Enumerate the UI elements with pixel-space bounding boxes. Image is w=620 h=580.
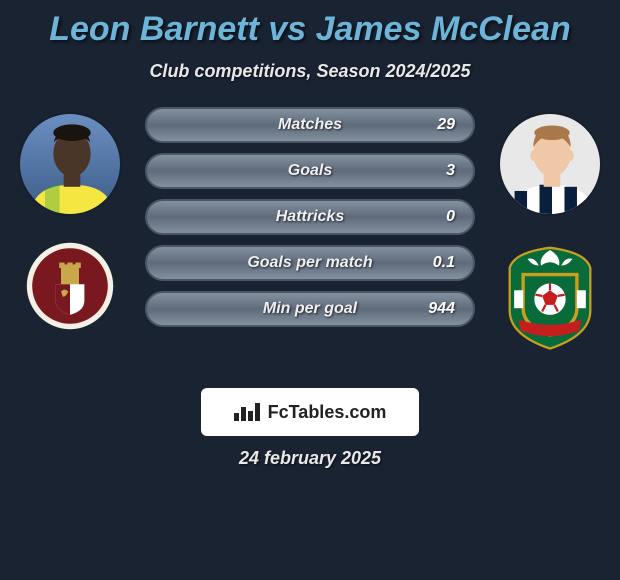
footer: FcTables.com 24 february 2025 (0, 388, 620, 469)
stat-row-matches: Matches 29 (145, 107, 475, 143)
stat-right-value: 0.1 (421, 254, 455, 272)
stat-row-goals-per-match: Goals per match 0.1 (145, 245, 475, 281)
stat-row-hattricks: Hattricks 0 (145, 199, 475, 235)
left-club-crest (25, 241, 115, 331)
fctables-logo: FcTables.com (201, 388, 419, 436)
stat-label: Min per goal (199, 300, 421, 318)
bar-chart-icon (234, 403, 260, 421)
page-subtitle: Club competitions, Season 2024/2025 (0, 61, 620, 82)
fctables-logo-text: FcTables.com (268, 402, 387, 423)
stats-column: Matches 29 Goals 3 Hattricks 0 Goals per… (130, 107, 490, 327)
right-player-avatar (498, 112, 602, 216)
stat-label: Matches (199, 116, 421, 134)
stat-right-value: 3 (421, 162, 455, 180)
stat-row-goals: Goals 3 (145, 153, 475, 189)
left-player-column (10, 107, 130, 331)
stat-right-value: 944 (421, 300, 455, 318)
stat-label: Hattricks (199, 208, 421, 226)
comparison-row: Matches 29 Goals 3 Hattricks 0 Goals per… (0, 107, 620, 353)
comparison-infographic: Leon Barnett vs James McClean Club compe… (0, 0, 620, 469)
stat-row-min-per-goal: Min per goal 944 (145, 291, 475, 327)
stat-label: Goals (199, 162, 421, 180)
stat-label: Goals per match (199, 254, 421, 272)
right-player-column (490, 107, 610, 353)
left-player-avatar (18, 112, 122, 216)
footer-date: 24 february 2025 (239, 448, 381, 469)
stat-right-value: 0 (421, 208, 455, 226)
page-title: Leon Barnett vs James McClean (0, 10, 620, 49)
stat-right-value: 29 (421, 116, 455, 134)
right-club-crest (494, 241, 606, 353)
